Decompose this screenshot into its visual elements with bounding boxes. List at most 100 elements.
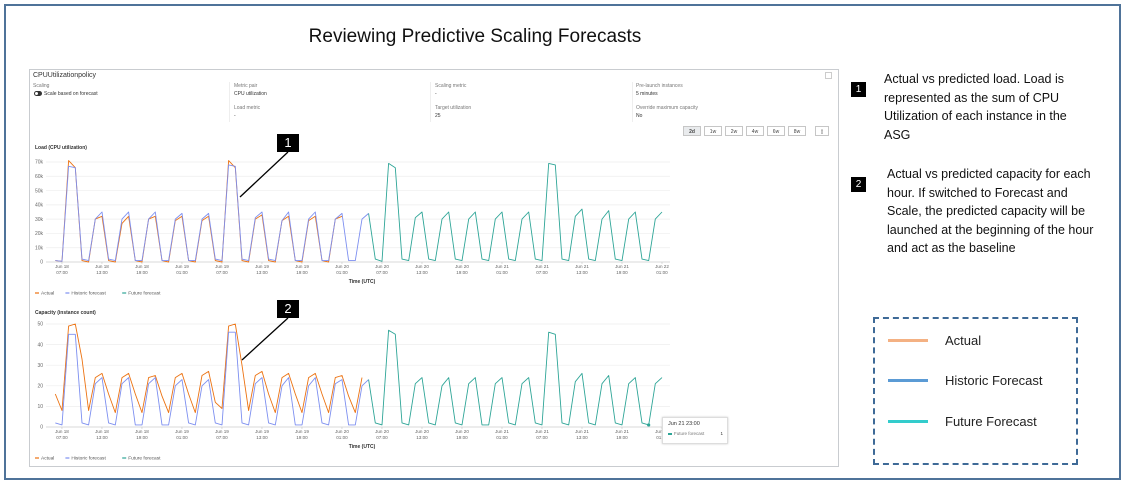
x-tick-label: Jun 21 xyxy=(575,429,589,434)
legend-label-historic: Historic Forecast xyxy=(945,373,1043,388)
y-tick-label: 30 xyxy=(37,363,43,369)
x-tick-label: 19:00 xyxy=(616,270,628,275)
legend-label: Future forecast xyxy=(128,456,161,462)
series-line-actual xyxy=(55,160,343,263)
x-tick-label: 13:00 xyxy=(96,435,108,440)
calendar-icon[interactable]: ▯ xyxy=(815,126,829,136)
x-tick-label: Jun 18 xyxy=(95,429,109,434)
note-text-2: Actual vs predicted capacity for each ho… xyxy=(887,167,1094,255)
range-button-1w[interactable]: 1w xyxy=(704,126,722,136)
divider xyxy=(229,82,230,122)
range-button-6w[interactable]: 6w xyxy=(767,126,785,136)
x-tick-label: Jun 20 xyxy=(375,264,389,269)
x-tick-label: Jun 19 xyxy=(175,429,189,434)
x-tick-label: 01:00 xyxy=(496,435,508,440)
x-tick-label: 07:00 xyxy=(56,435,68,440)
x-tick-label: 07:00 xyxy=(56,270,68,275)
x-tick-label: Jun 21 xyxy=(535,264,549,269)
x-tick-label: Jun 21 xyxy=(495,429,509,434)
y-tick-label: 70k xyxy=(35,160,44,166)
note-number-2: 2 xyxy=(851,177,866,192)
scaling-toggle[interactable] xyxy=(34,91,42,96)
legend-label: Future forecast xyxy=(128,291,161,297)
x-tick-label: Jun 19 xyxy=(255,429,269,434)
x-tick-label: 13:00 xyxy=(416,435,428,440)
x-tick-label: Jun 18 xyxy=(55,264,69,269)
x-tick-label: Jun 20 xyxy=(415,264,429,269)
y-tick-label: 60k xyxy=(35,174,44,180)
x-axis-title: Time (UTC) xyxy=(349,279,376,285)
field-label-scaling: Scaling xyxy=(33,83,50,89)
y-tick-label: 40k xyxy=(35,203,44,209)
x-tick-label: Jun 21 xyxy=(615,264,629,269)
divider xyxy=(632,82,633,122)
legend-swatch-future xyxy=(888,420,928,423)
expand-icon[interactable] xyxy=(825,72,832,79)
field-label-scaling-metric: Scaling metric xyxy=(435,83,467,89)
x-tick-label: 01:00 xyxy=(336,270,348,275)
y-tick-label: 50k xyxy=(35,188,44,194)
x-tick-label: 19:00 xyxy=(296,270,308,275)
field-value-metric-pair: CPU utilization xyxy=(234,91,267,97)
legend-box xyxy=(873,317,1078,465)
legend-swatch-actual xyxy=(888,339,928,342)
y-tick-label: 0 xyxy=(40,260,43,266)
legend-swatch-historic xyxy=(888,379,928,382)
x-tick-label: Jun 21 xyxy=(535,429,549,434)
x-tick-label: 13:00 xyxy=(96,270,108,275)
range-button-8w[interactable]: 8w xyxy=(788,126,806,136)
x-tick-label: 19:00 xyxy=(136,435,148,440)
slide-title: Reviewing Predictive Scaling Forecasts xyxy=(308,26,642,47)
y-tick-label: 50 xyxy=(37,322,43,328)
x-tick-label: Jun 20 xyxy=(415,429,429,434)
x-tick-label: 01:00 xyxy=(496,270,508,275)
range-button-2w[interactable]: 2w xyxy=(725,126,743,136)
x-tick-label: Jun 20 xyxy=(335,429,349,434)
field-label-load-metric: Load metric xyxy=(234,105,261,111)
callout-leader-1 xyxy=(239,151,289,198)
x-tick-label: 07:00 xyxy=(376,270,388,275)
legend-label: Historic forecast xyxy=(71,291,106,297)
y-tick-label: 0 xyxy=(40,425,43,431)
x-axis-title: Time (UTC) xyxy=(349,444,376,450)
outer-frame xyxy=(4,4,1121,480)
x-tick-label: 07:00 xyxy=(536,270,548,275)
x-tick-label: Jun 19 xyxy=(175,264,189,269)
x-tick-label: 01:00 xyxy=(336,435,348,440)
field-value-scaling-metric: - xyxy=(435,91,437,97)
x-tick-label: Jun 21 xyxy=(495,264,509,269)
x-tick-label: 07:00 xyxy=(376,435,388,440)
range-button-4w[interactable]: 4w xyxy=(746,126,764,136)
y-tick-label: 30k xyxy=(35,217,44,223)
x-tick-label: 13:00 xyxy=(256,435,268,440)
x-tick-label: Jun 19 xyxy=(215,264,229,269)
x-tick-label: Jun 18 xyxy=(135,264,149,269)
field-value-load-metric: - xyxy=(234,113,236,119)
x-tick-label: Jun 18 xyxy=(95,264,109,269)
tooltip-series: Future forecast xyxy=(674,431,705,436)
x-tick-label: 07:00 xyxy=(216,435,228,440)
x-tick-label: 19:00 xyxy=(456,435,468,440)
field-label-metric-pair: Metric pair xyxy=(234,83,258,89)
note-text-1: Actual vs predicted load. Load is repres… xyxy=(884,72,1067,142)
field-label-prelaunch: Pre-launch instances xyxy=(636,83,683,89)
callout-leader-2 xyxy=(241,317,289,361)
x-tick-label: Jun 19 xyxy=(295,429,309,434)
legend-label-actual: Actual xyxy=(945,333,982,348)
series-line-future-forecast xyxy=(368,329,663,426)
y-tick-label: 20k xyxy=(35,231,44,237)
y-tick-label: 40 xyxy=(37,342,43,348)
x-tick-label: Jun 20 xyxy=(375,429,389,434)
load-chart-title: Load (CPU utilization) xyxy=(35,145,87,151)
field-label-target-utilization: Target utilization xyxy=(435,105,472,111)
x-tick-label: 01:00 xyxy=(176,435,188,440)
x-tick-label: 19:00 xyxy=(456,270,468,275)
x-tick-label: Jun 19 xyxy=(215,429,229,434)
range-button-2d[interactable]: 2d xyxy=(683,126,701,136)
field-value-prelaunch: 5 minutes xyxy=(636,91,658,97)
note-number-1: 1 xyxy=(851,82,866,97)
x-tick-label: 13:00 xyxy=(256,270,268,275)
tooltip-swatch xyxy=(668,433,672,435)
x-tick-label: Jun 18 xyxy=(55,429,69,434)
